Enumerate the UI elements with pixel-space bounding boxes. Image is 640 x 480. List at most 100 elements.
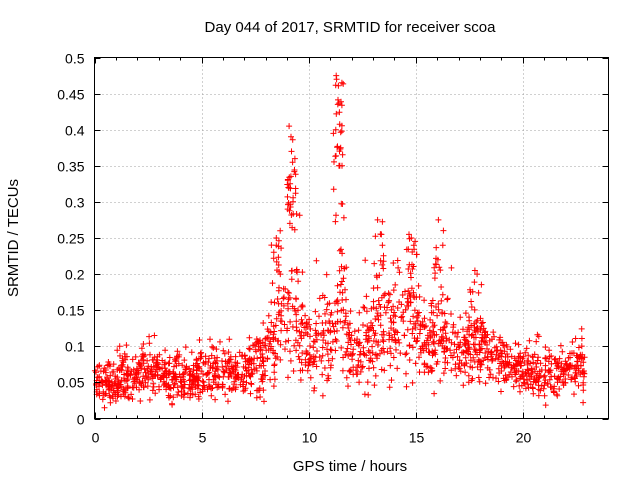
data-point [331, 158, 337, 165]
data-point [291, 226, 298, 233]
data-point [341, 319, 348, 326]
data-point [573, 362, 580, 369]
x-tick-label: 20 [516, 430, 532, 446]
data-point [388, 377, 395, 384]
data-point [472, 329, 479, 335]
data-point [413, 338, 420, 345]
data-point [208, 392, 215, 399]
data-point [365, 327, 371, 334]
data-point [242, 365, 249, 372]
data-point [433, 244, 440, 251]
data-point [275, 300, 282, 307]
data-point [388, 350, 394, 357]
data-point [232, 374, 239, 381]
data-point [96, 362, 103, 369]
data-point [299, 367, 306, 374]
data-point [431, 390, 438, 397]
data-point [374, 274, 380, 281]
data-point [213, 346, 220, 353]
data-point [360, 344, 367, 351]
data-point [378, 231, 385, 238]
data-point [146, 340, 153, 347]
data-point [123, 370, 130, 377]
data-point [575, 382, 582, 389]
data-point [430, 328, 437, 335]
data-point [195, 393, 202, 400]
data-point [299, 350, 306, 356]
data-point [165, 360, 172, 367]
data-point [219, 383, 226, 390]
data-point [515, 368, 522, 374]
data-point [357, 351, 364, 358]
data-point [270, 255, 277, 262]
data-point [432, 261, 439, 267]
data-point [307, 374, 314, 381]
data-point [289, 303, 296, 310]
data-point [261, 398, 267, 405]
data-point [381, 367, 388, 374]
data-point [423, 339, 430, 346]
data-point [236, 349, 243, 356]
data-point [321, 294, 328, 301]
data-point [493, 375, 499, 382]
data-point [421, 369, 428, 376]
data-point [337, 289, 343, 296]
data-point [345, 331, 352, 338]
data-point [435, 300, 442, 307]
data-point [406, 290, 413, 297]
data-point [575, 344, 582, 351]
data-point [309, 361, 316, 368]
data-point [310, 358, 317, 365]
data-point [499, 350, 506, 357]
data-point [234, 360, 241, 367]
data-point [527, 381, 534, 388]
data-point [325, 357, 332, 364]
data-point [205, 359, 212, 366]
data-point [339, 324, 346, 331]
data-point [318, 332, 325, 338]
data-point [359, 363, 366, 370]
data-point [147, 351, 153, 358]
data-point [377, 257, 384, 264]
data-point [348, 332, 355, 339]
data-point [268, 319, 275, 326]
data-point [467, 289, 474, 296]
data-point [299, 269, 306, 276]
data-point [457, 368, 464, 375]
data-point [388, 306, 395, 313]
data-point [338, 102, 345, 109]
data-point [414, 318, 421, 324]
data-point [273, 242, 280, 249]
data-point [556, 355, 563, 362]
data-point [285, 305, 292, 312]
data-point [123, 342, 130, 349]
data-point [343, 264, 350, 271]
data-point [467, 363, 474, 370]
data-point [402, 351, 409, 358]
data-point [194, 360, 201, 367]
data-point [413, 314, 420, 321]
data-point [160, 373, 167, 380]
data-point [286, 220, 293, 227]
data-point [125, 366, 132, 372]
data-point [513, 378, 519, 385]
data-point [288, 276, 295, 283]
data-point [387, 345, 394, 352]
data-point [506, 361, 512, 368]
data-point [572, 378, 579, 385]
data-point [428, 302, 435, 309]
data-point [448, 311, 454, 317]
data-point [408, 285, 415, 292]
data-point [398, 314, 405, 321]
data-point [437, 377, 444, 384]
data-point [407, 318, 414, 325]
data-point [305, 362, 312, 369]
data-point [198, 349, 205, 356]
data-point [322, 310, 328, 317]
data-point [193, 356, 200, 363]
data-point [293, 327, 300, 334]
data-point [285, 337, 292, 344]
data-point [285, 374, 291, 381]
data-point [522, 369, 529, 376]
data-point [351, 328, 358, 335]
